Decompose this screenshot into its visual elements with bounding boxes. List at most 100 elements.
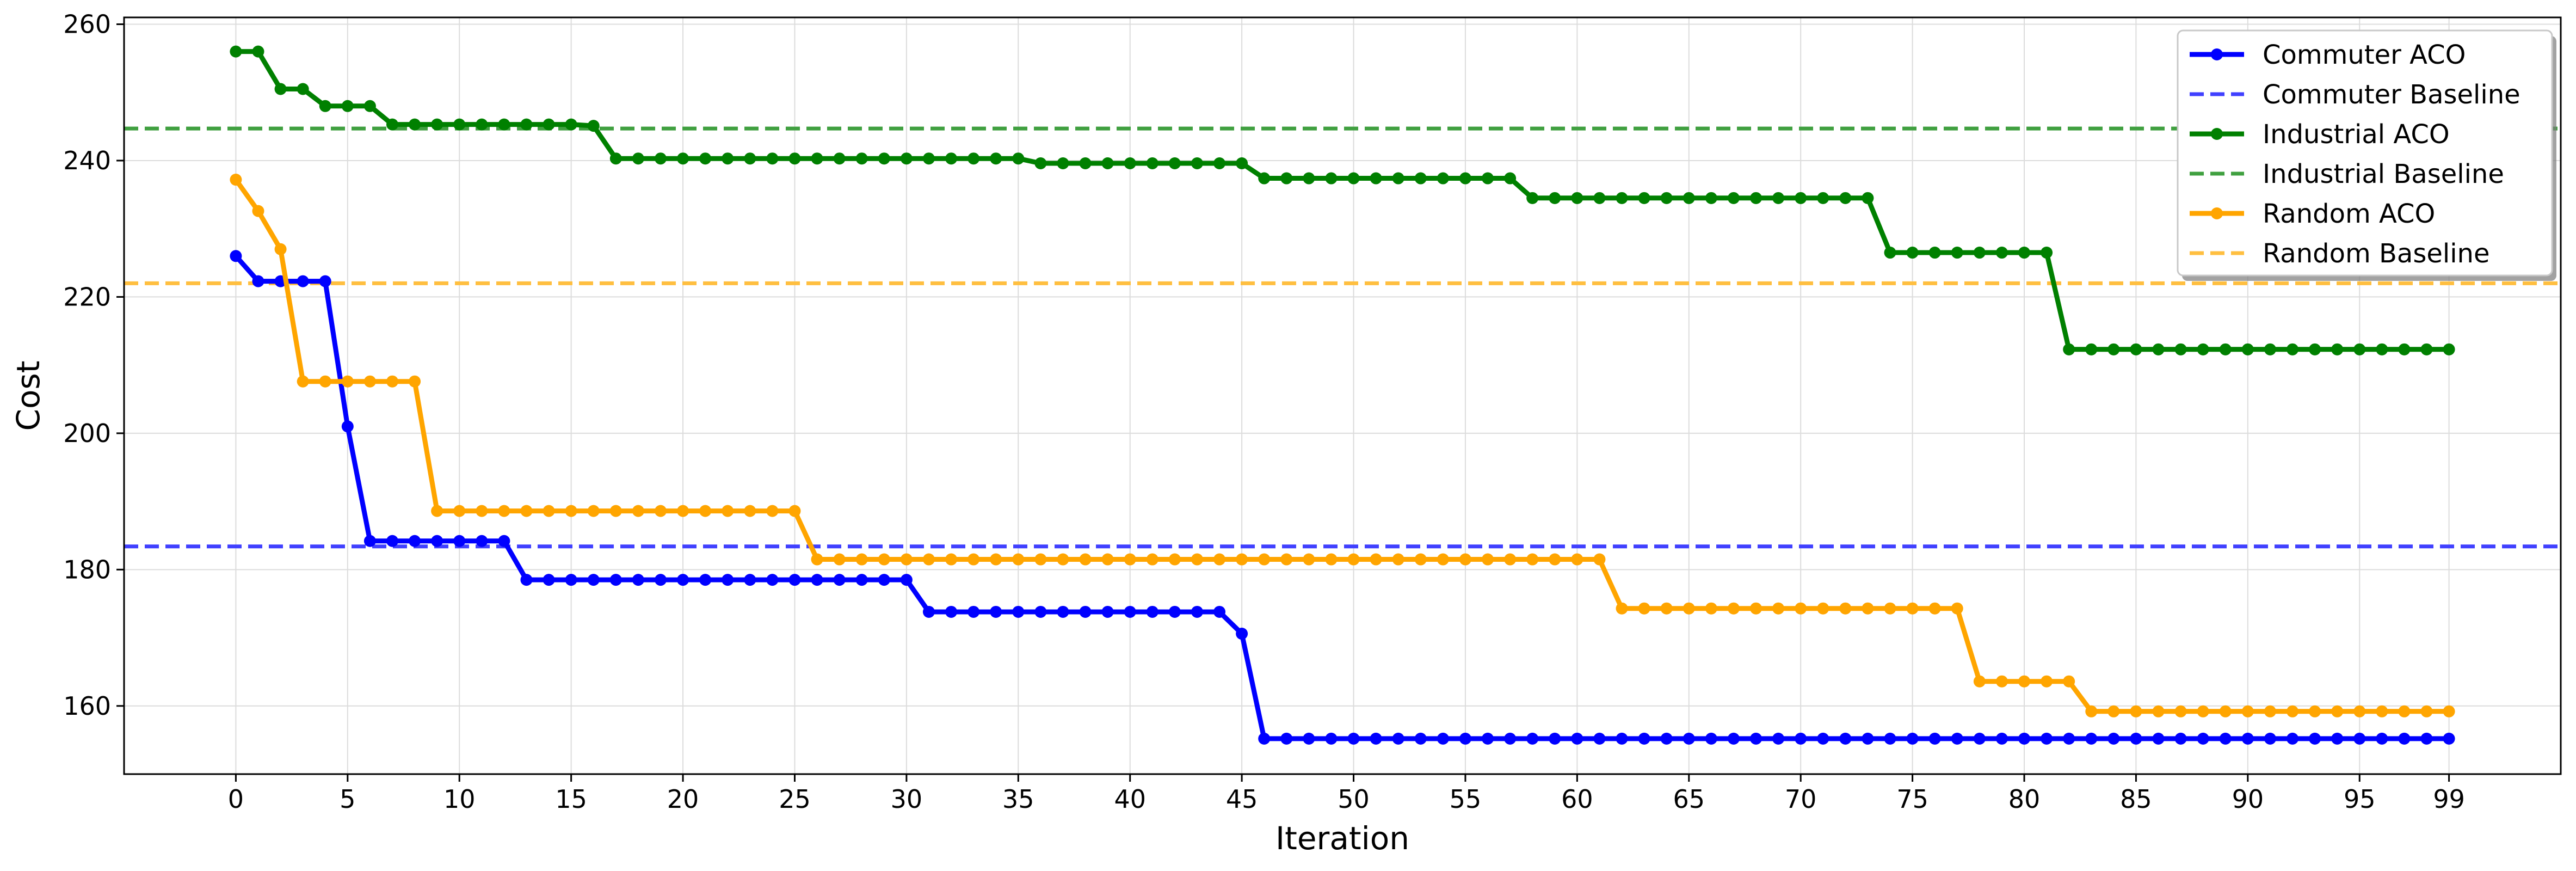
commuter-aco-point bbox=[1862, 732, 1874, 745]
industrial-aco-point bbox=[498, 118, 510, 131]
random-aco-point bbox=[1124, 553, 1136, 566]
commuter-aco-point bbox=[855, 574, 868, 586]
commuter-aco-point bbox=[1526, 732, 1539, 745]
industrial-aco-point bbox=[2398, 343, 2411, 355]
random-aco-point bbox=[654, 505, 667, 517]
random-aco-point bbox=[1370, 553, 1382, 566]
commuter-aco-point bbox=[1616, 732, 1628, 745]
commuter-aco-legend-marker bbox=[2211, 48, 2223, 60]
random-aco-point bbox=[1772, 602, 1785, 615]
commuter-aco-point bbox=[2287, 732, 2299, 745]
commuter-aco-point bbox=[1571, 732, 1583, 745]
commuter-aco-point bbox=[1705, 732, 1717, 745]
commuter-aco-point bbox=[654, 574, 667, 586]
random-aco-point bbox=[922, 553, 935, 566]
industrial-aco-point bbox=[1482, 172, 1494, 185]
commuter-aco-point bbox=[431, 535, 443, 547]
industrial-aco-point bbox=[2018, 247, 2031, 259]
random-aco-point bbox=[1057, 553, 1069, 566]
commuter-aco-point bbox=[1973, 732, 1986, 745]
y-tick-label: 220 bbox=[63, 282, 111, 311]
random-aco-point bbox=[990, 553, 1002, 566]
commuter-aco-point bbox=[1683, 732, 1695, 745]
commuter-aco-point bbox=[520, 574, 533, 586]
industrial-aco-point bbox=[1638, 192, 1650, 204]
random-aco-point bbox=[1906, 602, 1919, 615]
commuter-aco-point bbox=[990, 605, 1002, 618]
industrial-aco-point bbox=[1414, 172, 1427, 185]
random-aco-point bbox=[2287, 705, 2299, 717]
industrial-aco-point bbox=[1862, 192, 1874, 204]
random-aco-point bbox=[1414, 553, 1427, 566]
commuter-aco-point bbox=[1437, 732, 1449, 745]
random-aco-point bbox=[1280, 553, 1293, 566]
commuter-aco-point bbox=[409, 535, 421, 547]
random-aco-point bbox=[543, 505, 555, 517]
industrial-aco-point bbox=[1660, 192, 1673, 204]
commuter-aco-point bbox=[587, 574, 600, 586]
industrial-aco-point bbox=[1951, 247, 1963, 259]
commuter-aco-point bbox=[1906, 732, 1919, 745]
random-aco-point bbox=[2197, 705, 2209, 717]
industrial-aco-point bbox=[2197, 343, 2209, 355]
industrial-aco-legend-marker bbox=[2211, 128, 2223, 140]
industrial-aco-point bbox=[654, 152, 667, 165]
random-aco-point bbox=[1392, 553, 1404, 566]
commuter-aco-point bbox=[1772, 732, 1785, 745]
commuter-aco-point bbox=[967, 605, 980, 618]
commuter-aco-point bbox=[1482, 732, 1494, 745]
random-aco-point bbox=[811, 553, 823, 566]
industrial-aco-point bbox=[1057, 157, 1069, 169]
x-tick-label: 95 bbox=[2344, 784, 2376, 814]
random-aco-point bbox=[1973, 675, 1986, 688]
commuter-aco-point bbox=[722, 574, 734, 586]
industrial-aco-point bbox=[1526, 192, 1539, 204]
random-aco-legend-label: Random ACO bbox=[2263, 199, 2435, 229]
random-aco-point bbox=[2420, 705, 2433, 717]
random-aco-point bbox=[1079, 553, 1092, 566]
commuter-aco-point bbox=[1951, 732, 1963, 745]
commuter-aco-point bbox=[297, 275, 309, 287]
industrial-aco-point bbox=[1191, 157, 1203, 169]
x-tick-label: 75 bbox=[1896, 784, 1928, 814]
random-aco-point bbox=[1616, 602, 1628, 615]
random-aco-point bbox=[431, 505, 443, 517]
industrial-aco-point bbox=[1079, 157, 1092, 169]
random-aco-point bbox=[2331, 705, 2344, 717]
random-aco-point bbox=[2353, 705, 2366, 717]
random-aco-point bbox=[1839, 602, 1852, 615]
commuter-aco-point bbox=[1347, 732, 1360, 745]
industrial-aco-point bbox=[1392, 172, 1404, 185]
random-aco-point bbox=[409, 375, 421, 388]
random-aco-point bbox=[1012, 553, 1025, 566]
industrial-aco-point bbox=[1549, 192, 1561, 204]
industrial-aco-point bbox=[699, 152, 712, 165]
random-baseline-legend-label: Random Baseline bbox=[2263, 238, 2490, 269]
commuter-aco-point bbox=[609, 574, 622, 586]
industrial-aco-point bbox=[744, 152, 756, 165]
industrial-aco-point bbox=[1817, 192, 1829, 204]
industrial-aco-point bbox=[1995, 247, 2008, 259]
industrial-aco-point bbox=[2107, 343, 2120, 355]
industrial-aco-point bbox=[967, 152, 980, 165]
commuter-aco-point bbox=[766, 574, 779, 586]
commuter-aco-point bbox=[677, 574, 689, 586]
industrial-aco-point bbox=[1906, 247, 1919, 259]
industrial-aco-point bbox=[2085, 343, 2098, 355]
random-aco-point bbox=[1862, 602, 1874, 615]
commuter-aco-point bbox=[1638, 732, 1650, 745]
x-tick-label: 40 bbox=[1114, 784, 1146, 814]
random-aco-point bbox=[2152, 705, 2165, 717]
random-aco-point bbox=[2219, 705, 2232, 717]
industrial-aco-point bbox=[1370, 172, 1382, 185]
industrial-aco-point bbox=[609, 152, 622, 165]
industrial-aco-point bbox=[2152, 343, 2165, 355]
random-aco-point bbox=[476, 505, 488, 517]
x-tick-label: 65 bbox=[1673, 784, 1705, 814]
industrial-aco-point bbox=[1593, 192, 1606, 204]
random-aco-point bbox=[2443, 705, 2455, 717]
random-aco-point bbox=[2241, 705, 2254, 717]
commuter-aco-point bbox=[1504, 732, 1517, 745]
commuter-aco-point bbox=[2219, 732, 2232, 745]
commuter-aco-point bbox=[1101, 605, 1114, 618]
